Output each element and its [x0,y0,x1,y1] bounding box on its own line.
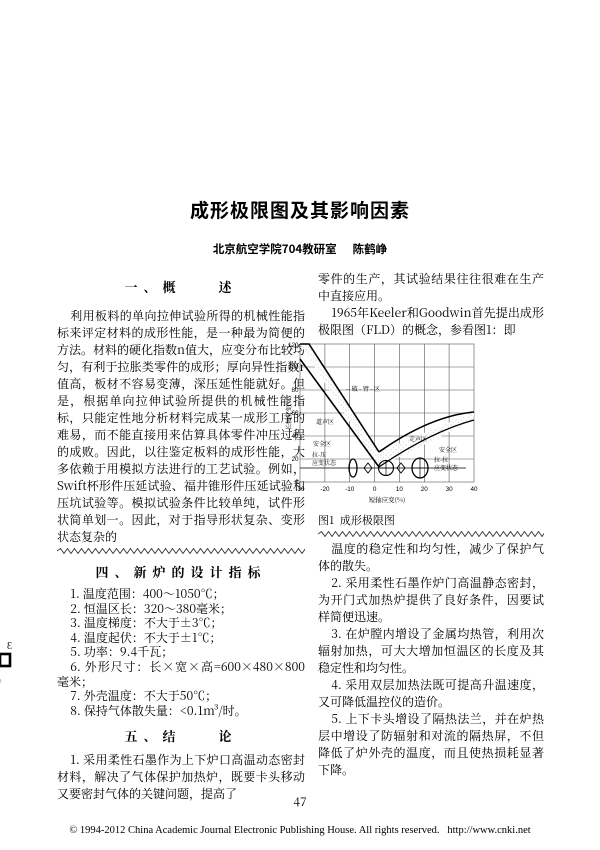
svg-text:-- 破 - 臂 - 区: -- 破 - 臂 - 区 [346,384,380,393]
svg-text:10: 10 [396,486,404,493]
svg-text:短轴应变(%): 短轴应变(%) [369,495,406,504]
svg-text:30: 30 [446,486,454,493]
svg-text:安全区: 安全区 [439,445,457,454]
svg-text:应变状态: 应变状态 [312,458,337,467]
svg-text:长轴应变(%): 长轴应变(%) [284,396,293,430]
svg-text:20: 20 [291,456,299,463]
svg-text:20: 20 [421,486,429,493]
svg-text:†: † [0,679,2,685]
svg-text:0: 0 [295,479,299,486]
svg-text:-10: -10 [345,486,355,493]
svg-text:0: 0 [373,486,377,493]
svg-text:-30: -30 [295,486,305,493]
svg-text:40: 40 [470,486,478,493]
svg-text:应变状态: 应变状态 [434,463,459,472]
svg-text:100: 100 [288,364,299,371]
svg-text:40: 40 [291,433,299,440]
svg-text:3: 3 [7,641,12,652]
svg-text:道声区: 道声区 [316,417,334,426]
svg-text:安全区: 安全区 [313,439,331,448]
svg-text:80: 80 [291,387,299,394]
svg-text:120: 120 [288,342,299,349]
svg-text:-20: -20 [320,486,330,493]
svg-text:走声区: 走声区 [409,434,427,443]
